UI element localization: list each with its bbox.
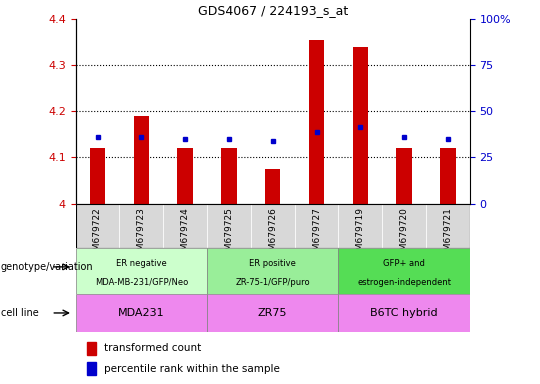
Bar xyxy=(76,248,207,294)
Bar xyxy=(119,204,163,248)
Bar xyxy=(207,294,339,332)
Bar xyxy=(251,204,295,248)
Text: percentile rank within the sample: percentile rank within the sample xyxy=(104,364,280,374)
Text: GSM679724: GSM679724 xyxy=(180,207,190,262)
Bar xyxy=(339,294,470,332)
Bar xyxy=(440,148,456,204)
Title: GDS4067 / 224193_s_at: GDS4067 / 224193_s_at xyxy=(198,3,348,17)
Text: ER positive: ER positive xyxy=(249,259,296,268)
Text: GSM679726: GSM679726 xyxy=(268,207,277,262)
Text: GFP+ and: GFP+ and xyxy=(383,259,425,268)
Bar xyxy=(396,148,412,204)
Bar xyxy=(353,47,368,204)
Bar xyxy=(90,148,105,204)
Text: MDA-MB-231/GFP/Neo: MDA-MB-231/GFP/Neo xyxy=(94,278,188,287)
Bar xyxy=(382,204,426,248)
Bar xyxy=(295,204,339,248)
Text: GSM679720: GSM679720 xyxy=(400,207,409,262)
Bar xyxy=(426,204,470,248)
Text: B6TC hybrid: B6TC hybrid xyxy=(370,308,438,318)
Bar xyxy=(87,362,96,375)
Text: genotype/variation: genotype/variation xyxy=(1,262,93,272)
Text: ER negative: ER negative xyxy=(116,259,167,268)
Text: cell line: cell line xyxy=(1,308,38,318)
Bar xyxy=(87,342,96,354)
Text: GSM679719: GSM679719 xyxy=(356,207,365,262)
Text: ZR-75-1/GFP/puro: ZR-75-1/GFP/puro xyxy=(235,278,310,287)
Bar xyxy=(339,248,470,294)
Text: estrogen-independent: estrogen-independent xyxy=(357,278,451,287)
Text: GSM679727: GSM679727 xyxy=(312,207,321,262)
Text: transformed count: transformed count xyxy=(104,343,201,353)
Text: GSM679722: GSM679722 xyxy=(93,207,102,262)
Bar xyxy=(339,204,382,248)
Bar xyxy=(207,204,251,248)
Bar xyxy=(207,248,339,294)
Bar xyxy=(76,294,207,332)
Text: MDA231: MDA231 xyxy=(118,308,165,318)
Text: GSM679725: GSM679725 xyxy=(225,207,233,262)
Bar xyxy=(265,169,280,204)
Bar xyxy=(76,204,119,248)
Bar xyxy=(309,40,324,204)
Bar xyxy=(178,148,193,204)
Bar xyxy=(133,116,149,204)
Text: GSM679723: GSM679723 xyxy=(137,207,146,262)
Text: ZR75: ZR75 xyxy=(258,308,287,318)
Bar xyxy=(221,148,237,204)
Text: GSM679721: GSM679721 xyxy=(443,207,453,262)
Bar xyxy=(163,204,207,248)
